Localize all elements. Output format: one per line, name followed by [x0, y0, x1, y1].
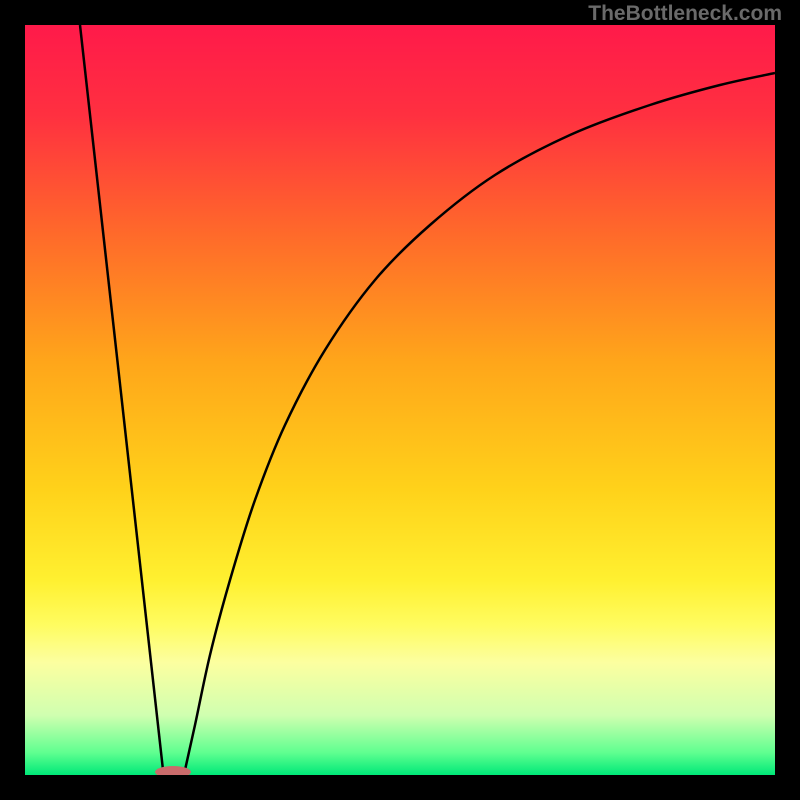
watermark-text: TheBottleneck.com [588, 2, 782, 26]
right-curve [185, 73, 775, 770]
left-line [80, 25, 163, 770]
bottleneck-curve-svg [25, 25, 775, 775]
chart-plot-area [25, 25, 775, 775]
